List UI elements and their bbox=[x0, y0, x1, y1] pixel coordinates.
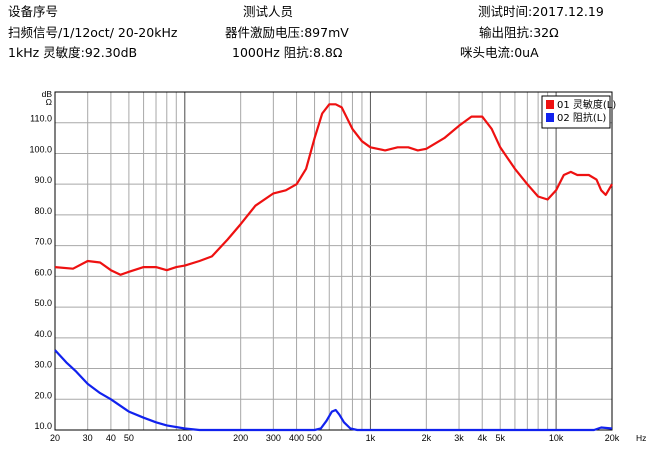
mic-current: 咪头电流:0uA bbox=[460, 45, 539, 60]
test-time: 测试时间:2017.12.19 bbox=[478, 4, 604, 19]
series-line-2 bbox=[54, 349, 613, 432]
legend-swatch-2 bbox=[546, 113, 554, 122]
x-tick-label: 20 bbox=[50, 433, 60, 443]
output-impedance: 输出阻抗:32Ω bbox=[479, 25, 559, 40]
sweep-signal: 扫频信号/1/12oct/ 20-20kHz bbox=[8, 25, 178, 40]
x-tick-label: 5k bbox=[495, 433, 505, 443]
x-tick-label: 10k bbox=[549, 433, 564, 443]
y-tick-label: 90.0 bbox=[34, 175, 52, 185]
x-tick-label: 40 bbox=[106, 433, 116, 443]
legend-label-2: 02 阻抗(L) bbox=[557, 111, 606, 124]
x-unit-hz: Hz bbox=[636, 433, 646, 443]
tester: 测试人员 bbox=[243, 4, 294, 19]
y-tick-label: 30.0 bbox=[34, 360, 52, 370]
y-tick-label: 10.0 bbox=[34, 421, 52, 431]
y-unit-ohm: Ω bbox=[46, 97, 52, 107]
excitation-voltage: 器件激励电压:897mV bbox=[225, 25, 349, 40]
sensitivity-1khz: 1kHz 灵敏度:92.30dB bbox=[8, 45, 138, 60]
x-tick-label: 400 bbox=[289, 433, 304, 443]
y-tick-label: 40.0 bbox=[34, 329, 52, 339]
y-tick-label: 100.0 bbox=[29, 144, 52, 154]
plot-frame bbox=[54, 91, 613, 431]
device-no: 设备序号 bbox=[8, 4, 59, 19]
x-tick-label: 30 bbox=[83, 433, 93, 443]
y-unit-db: dB bbox=[42, 89, 53, 99]
x-tick-label: 1k bbox=[366, 433, 376, 443]
legend-label-1: 01 灵敏度(L) bbox=[557, 98, 616, 111]
impedance-1000hz: 1000Hz 阻抗:8.8Ω bbox=[232, 45, 343, 60]
y-tick-label: 50.0 bbox=[34, 298, 52, 308]
y-tick-label: 60.0 bbox=[34, 267, 52, 277]
x-tick-label: 20k bbox=[605, 433, 620, 443]
x-tick-label: 50 bbox=[124, 433, 134, 443]
x-tick-label: 3k bbox=[454, 433, 464, 443]
x-tick-label: 200 bbox=[233, 433, 248, 443]
x-tick-label: 100 bbox=[177, 433, 192, 443]
y-tick-label: 80.0 bbox=[34, 206, 52, 216]
y-tick-label: 70.0 bbox=[34, 237, 52, 247]
legend-swatch-1 bbox=[546, 100, 554, 109]
x-tick-label: 4k bbox=[477, 433, 487, 443]
x-tick-label: 500 bbox=[307, 433, 322, 443]
legend: 01 灵敏度(L)02 阻抗(L) bbox=[541, 95, 616, 129]
y-tick-label: 20.0 bbox=[34, 390, 52, 400]
x-tick-label: 2k bbox=[422, 433, 432, 443]
y-tick-label: 110.0 bbox=[30, 114, 52, 124]
x-tick-label: 300 bbox=[266, 433, 281, 443]
series-line-1 bbox=[54, 103, 613, 276]
